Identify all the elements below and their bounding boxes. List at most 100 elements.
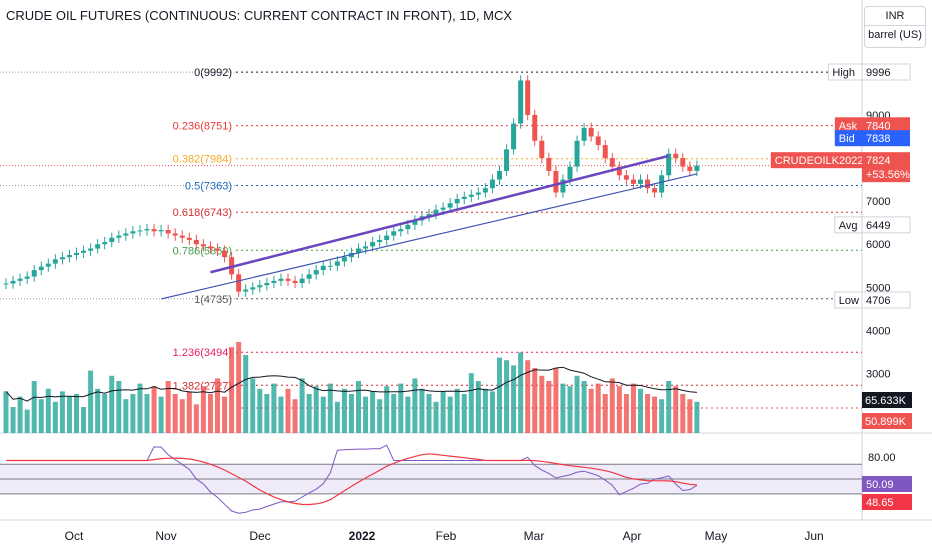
volume-bar [179,399,185,433]
candle-body [546,158,552,171]
volume-bar [327,383,333,433]
candle-body [447,203,453,208]
unit-selector[interactable]: INR barrel (US) [864,6,926,48]
candle-body [412,220,418,225]
volume-bar [278,396,284,433]
candle-body [630,179,636,184]
volume-bar [504,360,510,433]
volume-bar [497,357,502,433]
candle-body [74,252,79,256]
candle-body [292,280,298,284]
candle-body [504,149,510,171]
volume-bar [511,365,517,433]
volume-ma-line [5,366,697,402]
volume-bar [567,386,573,433]
candle-body [356,248,361,253]
time-axis-label: May [705,529,728,543]
rsi-ma-value: 48.65 [866,497,894,509]
time-axis-label: Feb [436,529,457,543]
candle-body [680,158,686,167]
volume-bar [377,399,383,433]
candle-body [440,207,446,210]
fib-level-label: 0.236(8751) [173,121,232,133]
candle-body [243,289,249,292]
level-tag-value: 4706 [866,295,890,307]
candle-body [560,179,566,193]
time-axis-label: 2022 [349,529,376,543]
volume-bar [130,394,136,433]
candle-body [616,166,622,176]
candle-body [179,235,185,238]
volume-bar [525,360,531,433]
currency-label[interactable]: INR [885,10,905,22]
price-tick-label: 3000 [866,369,890,381]
fib-level-label: 1(4735) [194,294,232,306]
volume-bar [144,394,150,433]
candle-body [123,233,129,236]
volume-bar [24,409,30,433]
fib-level-label: 0.382(7984) [173,154,232,166]
time-axis-label: Mar [524,529,545,543]
candle-body [489,179,495,189]
candle-body [257,285,263,288]
volume-bar [215,378,220,433]
candle-body [363,246,369,249]
volume-bar [285,388,291,433]
candle-body [313,270,319,275]
volume-bar [532,368,538,433]
candle-body [52,259,58,264]
price-tick-label: 7000 [866,196,890,208]
volume-bar [588,388,594,433]
candle-body [553,170,559,193]
volume-bar [518,352,524,433]
candle-body [95,244,101,249]
volume-bar [482,388,488,433]
volume-bar [560,383,566,433]
candle-body [659,175,665,193]
volume-bar [299,378,305,433]
level-tag-value: 6449 [866,220,890,232]
volume-bar [229,347,235,433]
candle-body [694,165,700,171]
volume-bar [419,388,425,433]
candle-body [109,237,115,243]
candle-body [299,278,305,284]
volume-bar [553,368,559,433]
volume-bar [398,383,404,433]
candle-body [468,194,474,197]
volume-bar [384,386,390,433]
level-tag-value: 7840 [866,120,890,132]
volume-ma-value: 65.633K [865,395,907,407]
volume-bar [475,381,481,433]
level-tag-label: Low [839,295,859,307]
time-axis-label: Jun [804,529,823,543]
fib-level-label: 0.618(6743) [173,207,232,219]
volume-bar [489,391,495,433]
volume-bar [461,394,467,433]
fib-level-label: 1.236(3494) [173,347,232,359]
volume-bar [666,381,672,433]
candle-body [539,140,545,159]
candle-body [433,209,439,215]
volume-bar [243,355,249,433]
candle-body [165,230,171,234]
candle-body [236,274,242,292]
level-tag-box [834,130,862,147]
volume-bar [271,383,277,433]
candle-body [574,140,580,167]
volume-bar [236,342,242,433]
candle-body [666,153,672,176]
volume-bar [59,391,65,433]
candle-body [320,265,326,271]
candle-body [172,233,178,236]
unit-label[interactable]: barrel (US) [865,25,925,44]
candle-body [595,136,601,146]
volume-bar [17,396,23,433]
volume-bar [74,394,79,433]
candle-body [391,231,397,236]
level-tag-label: Avg [839,220,858,232]
volume-bar [616,386,622,433]
candle-body [200,244,206,247]
level-tag-label: Ask [839,120,858,132]
